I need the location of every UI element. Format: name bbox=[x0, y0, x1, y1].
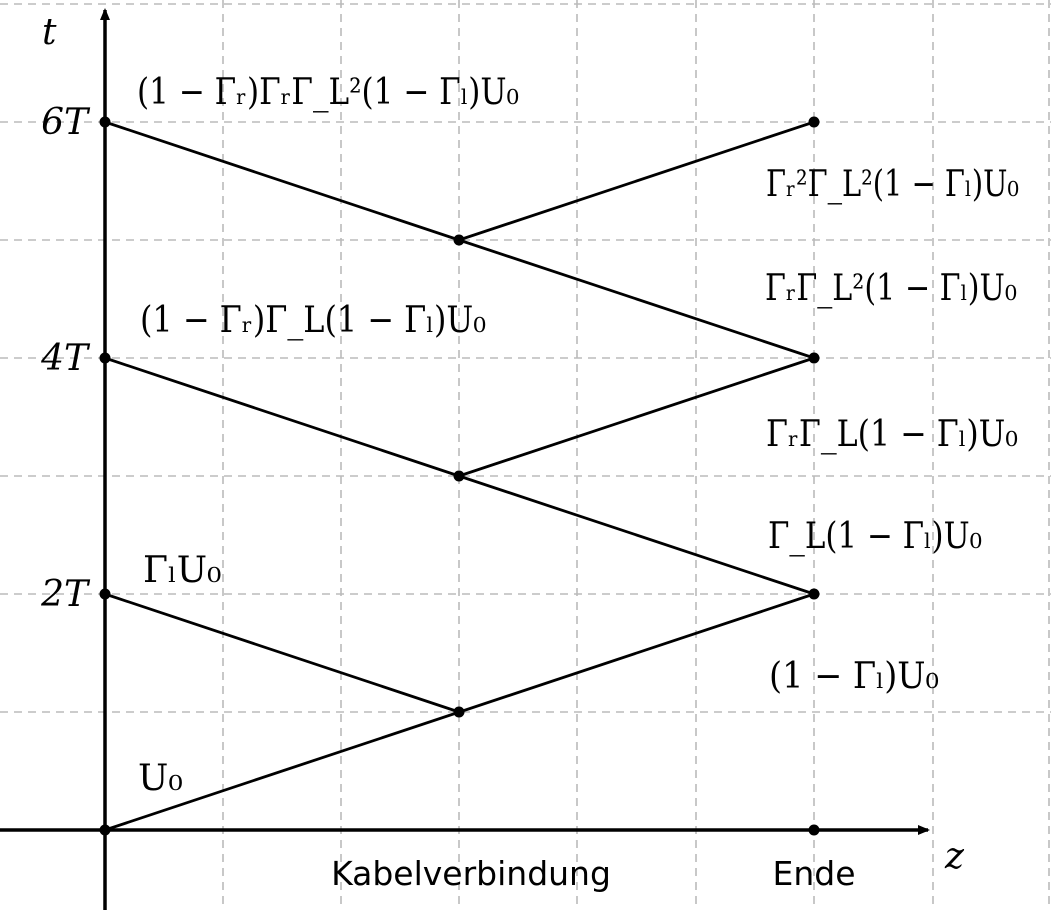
wave-segment bbox=[104, 120, 460, 242]
wave-label-gamma-l-u0: ΓₗU₀ bbox=[143, 550, 222, 591]
tick-2t: 2T bbox=[40, 574, 91, 615]
wave-label-u0: U₀ bbox=[138, 758, 183, 799]
tick-4t: 4T bbox=[40, 338, 91, 379]
node bbox=[99, 352, 111, 364]
node bbox=[808, 588, 820, 600]
end-label: Ende bbox=[772, 854, 855, 893]
wave-segment bbox=[458, 238, 815, 360]
wave-label-r4: ΓᵣΓ_L²(1 − Γₗ)U₀ bbox=[765, 268, 1017, 309]
wave-label-gen6: (1 − Γᵣ)ΓᵣΓ_L²(1 − Γₗ)U₀ bbox=[137, 72, 519, 113]
wave-segment bbox=[104, 356, 460, 478]
wave-label-gen4: (1 − Γᵣ)Γ_L(1 − Γₗ)U₀ bbox=[140, 300, 486, 341]
node bbox=[808, 116, 820, 128]
wave-segment bbox=[458, 474, 815, 596]
t-axis-label: t bbox=[42, 12, 57, 53]
wave-segment bbox=[104, 592, 460, 714]
wave-label-r5: Γᵣ²Γ_L²(1 − Γₗ)U₀ bbox=[766, 164, 1019, 205]
z-axis-label: z bbox=[944, 836, 965, 877]
node bbox=[808, 824, 820, 836]
wave-label-r3: ΓᵣΓ_L(1 − Γₗ)U₀ bbox=[766, 414, 1018, 455]
node bbox=[453, 234, 465, 246]
junction-label: Kabelverbindung bbox=[331, 854, 611, 893]
tick-6t: 6T bbox=[41, 102, 91, 143]
wave-label-r2: Γ_L(1 − Γₗ)U₀ bbox=[768, 516, 982, 557]
node bbox=[453, 706, 465, 718]
wave-segment bbox=[458, 356, 815, 478]
node bbox=[453, 470, 465, 482]
node bbox=[99, 824, 111, 836]
node bbox=[99, 116, 111, 128]
node bbox=[99, 588, 111, 600]
node bbox=[808, 352, 820, 364]
nodes bbox=[99, 116, 820, 836]
wave-segment bbox=[458, 120, 815, 242]
wave-label-r1: (1 − Γₗ)U₀ bbox=[769, 656, 939, 697]
